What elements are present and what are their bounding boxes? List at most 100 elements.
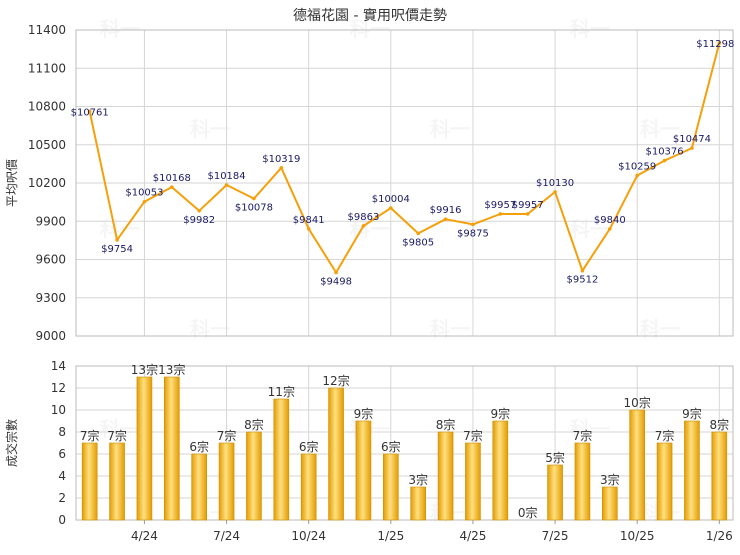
xtick-label-6: 10/25	[620, 529, 655, 543]
volume-bar-8	[300, 453, 317, 521]
price-ytick-4: 10200	[28, 176, 66, 190]
volume-bar-17	[547, 464, 563, 521]
watermark-2: 科一	[570, 17, 610, 41]
price-point-18	[580, 268, 585, 273]
price-point-23	[717, 41, 722, 45]
volume-ytick-6: 12	[51, 381, 66, 395]
price-ytick-0: 9000	[35, 329, 66, 343]
volume-label-18: 7宗	[573, 428, 593, 443]
price-label-4: $9982	[183, 215, 215, 226]
xtick-label-1: 7/24	[213, 529, 240, 543]
volume-label-20: 10宗	[624, 395, 651, 410]
price-ytick-6: 10800	[28, 100, 66, 114]
price-ylabel: 平均呎價	[5, 159, 19, 207]
price-point-19	[608, 227, 612, 231]
volume-label-7: 11宗	[268, 384, 295, 399]
volume-label-4: 6宗	[189, 439, 209, 454]
price-frame	[75, 29, 734, 337]
price-label-8: $9841	[293, 215, 325, 226]
volume-ytick-0: 0	[58, 513, 66, 527]
price-label-17: $10130	[536, 178, 574, 189]
volume-ylabel: 成交宗數	[4, 419, 19, 467]
price-panel: 9000 9300 9600 9900 10200 10500 10800 11100 1140…	[5, 23, 734, 343]
price-point-16	[525, 212, 530, 216]
volume-label-15: 9宗	[490, 406, 510, 421]
watermark-4: 科一	[430, 117, 470, 141]
price-label-5: $10184	[207, 171, 245, 182]
volume-ytick-5: 10	[51, 403, 66, 417]
price-point-11	[389, 206, 393, 210]
price-label-13: $9916	[430, 205, 462, 216]
price-point-9	[334, 270, 338, 275]
volume-label-17: 5宗	[545, 450, 565, 465]
xtick-label-5: 7/25	[542, 529, 569, 543]
price-ytick-5: 10500	[28, 138, 66, 152]
xtick-label-4: 4/25	[459, 529, 486, 543]
volume-bar-15	[492, 420, 509, 521]
price-point-3	[170, 185, 174, 189]
price-label-10: $9863	[348, 212, 380, 223]
price-point-12	[416, 231, 420, 236]
price-label-14: $9875	[457, 228, 489, 239]
price-point-5	[224, 183, 229, 187]
volume-ytick-1: 2	[58, 491, 66, 505]
price-label-1: $9754	[101, 244, 133, 255]
volume-bar-4	[191, 453, 207, 521]
volume-label-1: 7宗	[107, 428, 127, 443]
watermark-10: 科一	[430, 317, 470, 341]
volume-bar-14	[465, 442, 481, 521]
price-label-9: $9498	[320, 277, 352, 288]
price-point-8	[306, 226, 311, 231]
volume-ytick-7: 14	[51, 359, 66, 373]
price-label-7: $10319	[262, 154, 300, 165]
volume-label-3: 13宗	[158, 362, 185, 377]
volume-bar-18	[574, 442, 591, 521]
price-ytick-3: 9900	[35, 214, 66, 228]
volume-bar-13	[437, 431, 454, 521]
volume-panel: 0 2 4 6 8 10 12 14 成交宗數 7宗 7宗 13宗 13宗 6宗 7宗 8宗 11宗 6宗 12宗 9…	[4, 359, 734, 543]
volume-label-13: 8宗	[436, 417, 456, 432]
volume-bar-5	[218, 442, 235, 521]
price-label-21: $10376	[645, 147, 683, 158]
volume-label-11: 6宗	[381, 439, 401, 454]
watermark-14: 科一	[570, 417, 610, 441]
volume-bar-19	[602, 486, 618, 521]
volume-frame	[75, 365, 734, 521]
watermark-3: 科一	[190, 117, 230, 141]
volume-label-14: 7宗	[463, 428, 483, 443]
price-label-15: $9957	[484, 200, 516, 211]
xtick-label-0: 4/24	[131, 529, 158, 543]
price-point-21	[662, 158, 667, 163]
price-label-6: $10078	[235, 203, 273, 214]
price-label-16: $9957	[512, 200, 544, 211]
volume-bar-9	[328, 387, 344, 521]
xtick-label-2: 10/24	[291, 529, 326, 543]
volume-label-6: 8宗	[244, 417, 264, 432]
volume-bar-0	[81, 442, 98, 521]
volume-bar-3	[164, 376, 180, 521]
xtick-label-7: 1/26	[706, 529, 733, 543]
price-point-22	[690, 146, 694, 150]
watermark-1: 科一	[350, 17, 390, 41]
volume-bar-7	[273, 398, 290, 521]
price-point-2	[142, 199, 147, 204]
watermark-11: 科一	[640, 317, 680, 341]
price-point-4	[197, 208, 201, 213]
volume-bar-12	[410, 486, 426, 521]
volume-label-23: 8宗	[709, 417, 729, 432]
price-point-10	[361, 224, 366, 228]
volume-bar-2	[136, 376, 153, 521]
price-label-2: $10053	[125, 188, 163, 199]
price-point-6	[252, 196, 256, 201]
xtick-label-3: 1/25	[377, 529, 404, 543]
volume-label-19: 3宗	[600, 472, 620, 487]
volume-label-0: 7宗	[80, 428, 100, 443]
volume-bar-11	[383, 453, 399, 521]
volume-label-22: 9宗	[682, 406, 702, 421]
watermark-12: 科一	[100, 417, 140, 441]
price-series-line	[88, 42, 721, 274]
price-point-15	[498, 212, 503, 216]
price-ytick-8: 11400	[28, 23, 66, 37]
